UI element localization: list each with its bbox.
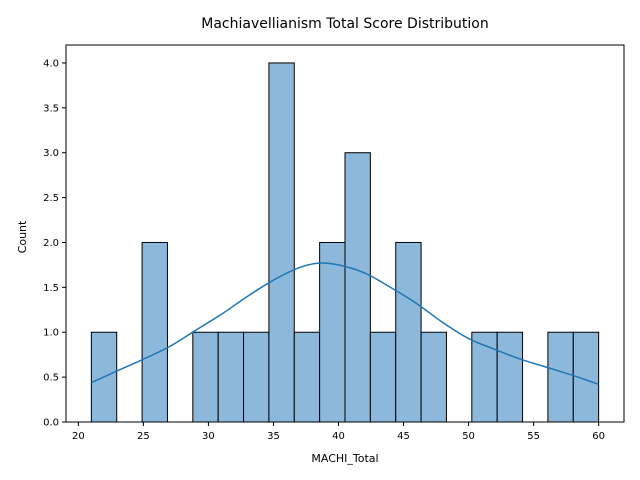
x-tick-label: 30	[202, 431, 215, 442]
x-tick-label: 20	[72, 431, 85, 442]
y-tick-label: 3.5	[43, 103, 59, 114]
histogram-bar	[496, 331, 524, 423]
histogram-bar	[395, 241, 422, 423]
histogram-bar	[344, 152, 371, 423]
histogram-bar	[471, 331, 498, 423]
x-tick-label: 60	[592, 431, 605, 442]
x-tick-label: 25	[137, 431, 150, 442]
y-tick-label: 2.0	[43, 238, 59, 249]
x-axis-label: MACHI_Total	[311, 452, 378, 465]
x-tick-label: 45	[397, 431, 410, 442]
chart-title: Machiavellianism Total Score Distributio…	[201, 16, 488, 32]
y-tick-label: 0.0	[43, 418, 59, 429]
y-tick-label: 3.0	[43, 148, 59, 159]
x-axis: 20 25 30 35 40 45 50 55 60	[72, 422, 605, 442]
y-tick-label: 4.0	[43, 58, 59, 69]
plot-frame	[65, 44, 625, 423]
bars-group	[90, 62, 600, 423]
y-tick-label: 2.5	[43, 193, 59, 204]
histogram-bar	[319, 241, 346, 423]
histogram-bar	[243, 331, 270, 423]
y-axis: 0.0 0.5 1.0 1.5 2.0 2.5 3.0 3.5 4.0	[43, 58, 66, 429]
y-tick-label: 0.5	[43, 373, 59, 384]
histogram-bar	[268, 62, 295, 423]
histogram-bar	[420, 331, 447, 423]
x-tick-label: 50	[462, 431, 475, 442]
histogram-bar	[141, 241, 168, 423]
x-tick-label: 55	[527, 431, 540, 442]
y-axis-label: Count	[16, 220, 29, 253]
x-tick-label: 35	[267, 431, 280, 442]
histogram-bar	[547, 331, 574, 423]
y-tick-label: 1.5	[43, 283, 59, 294]
kde-curve	[91, 262, 599, 386]
histogram-bar	[293, 331, 321, 423]
histogram-bar	[192, 331, 219, 423]
histogram-bar	[217, 331, 245, 423]
y-tick-label: 1.0	[43, 328, 59, 339]
x-tick-label: 40	[332, 431, 345, 442]
histogram-bar	[369, 331, 397, 423]
